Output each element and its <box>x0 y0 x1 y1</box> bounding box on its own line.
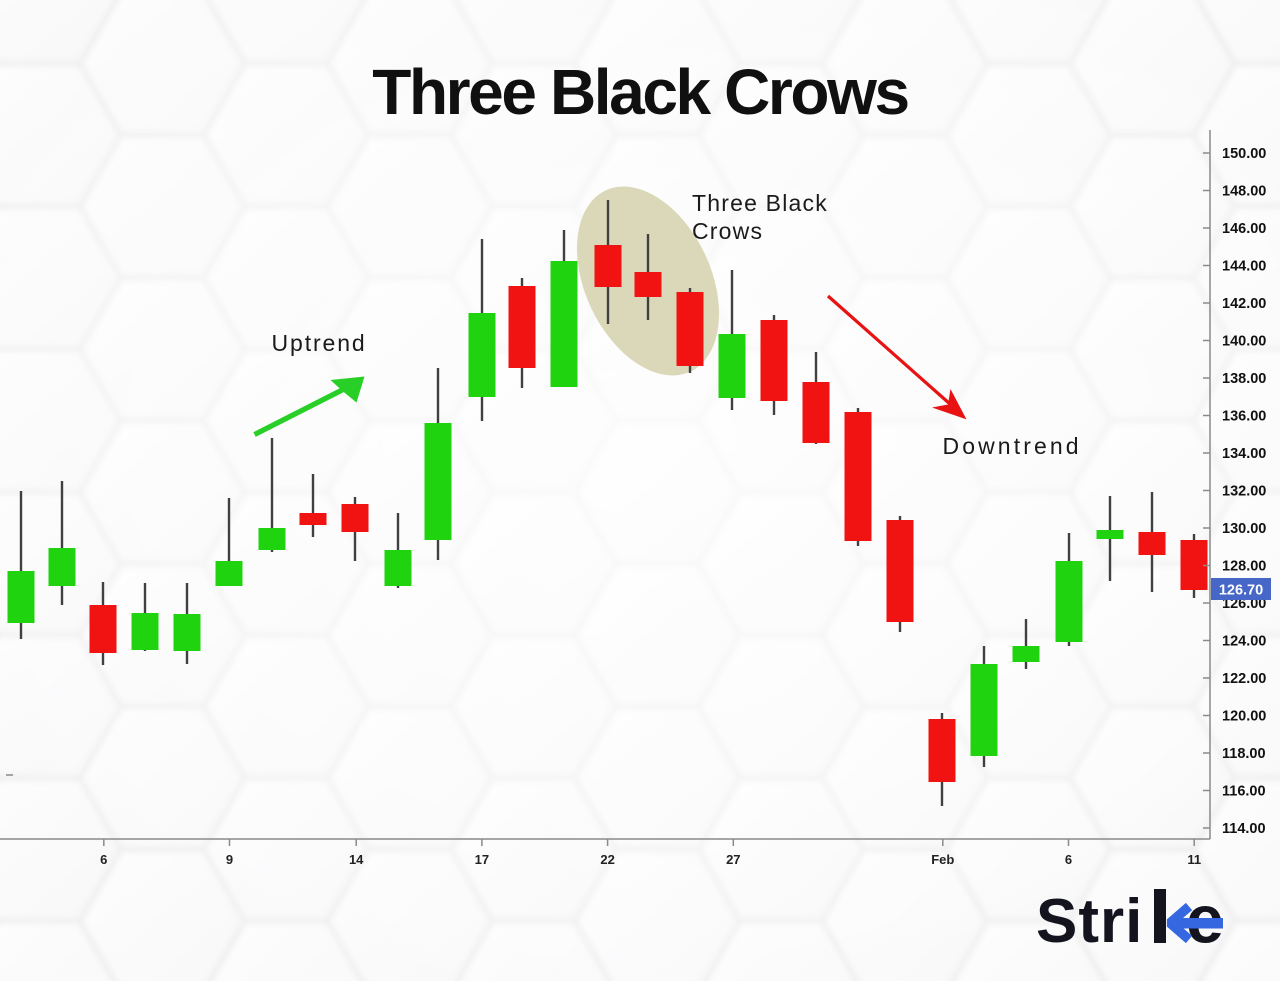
svg-text:120.00: 120.00 <box>1222 709 1266 725</box>
svg-text:134.00: 134.00 <box>1222 446 1266 462</box>
svg-text:122.00: 122.00 <box>1222 671 1266 687</box>
svg-text:136.00: 136.00 <box>1222 409 1266 425</box>
svg-text:6: 6 <box>1065 852 1072 867</box>
svg-text:114.00: 114.00 <box>1222 821 1266 837</box>
svg-text:132.00: 132.00 <box>1222 484 1266 500</box>
svg-text:6: 6 <box>100 852 107 867</box>
svg-text:118.00: 118.00 <box>1222 746 1266 762</box>
svg-text:Uptrend: Uptrend <box>272 330 367 356</box>
svg-text:Feb: Feb <box>931 852 954 867</box>
svg-text:Three Black: Three Black <box>692 190 828 216</box>
svg-text:Stri: Stri <box>1036 887 1143 956</box>
svg-text:128.00: 128.00 <box>1222 559 1266 575</box>
svg-text:Downtrend: Downtrend <box>943 433 1082 459</box>
svg-text:Three Black Crows: Three Black Crows <box>372 56 907 128</box>
svg-text:14: 14 <box>349 852 364 867</box>
svg-text:146.00: 146.00 <box>1222 221 1266 237</box>
svg-text:27: 27 <box>726 852 740 867</box>
svg-text:22: 22 <box>600 852 614 867</box>
svg-text:9: 9 <box>226 852 233 867</box>
svg-text:124.00: 124.00 <box>1222 634 1266 650</box>
svg-text:138.00: 138.00 <box>1222 371 1266 387</box>
svg-text:148.00: 148.00 <box>1222 184 1266 200</box>
svg-text:11: 11 <box>1187 852 1201 867</box>
svg-text:Crows: Crows <box>692 218 763 244</box>
svg-text:126.70: 126.70 <box>1219 583 1263 599</box>
svg-text:140.00: 140.00 <box>1222 334 1266 350</box>
svg-text:142.00: 142.00 <box>1222 296 1266 312</box>
svg-text:17: 17 <box>475 852 489 867</box>
svg-text:144.00: 144.00 <box>1222 259 1266 275</box>
svg-text:130.00: 130.00 <box>1222 521 1266 537</box>
svg-text:116.00: 116.00 <box>1222 784 1266 800</box>
svg-text:150.00: 150.00 <box>1222 146 1266 162</box>
